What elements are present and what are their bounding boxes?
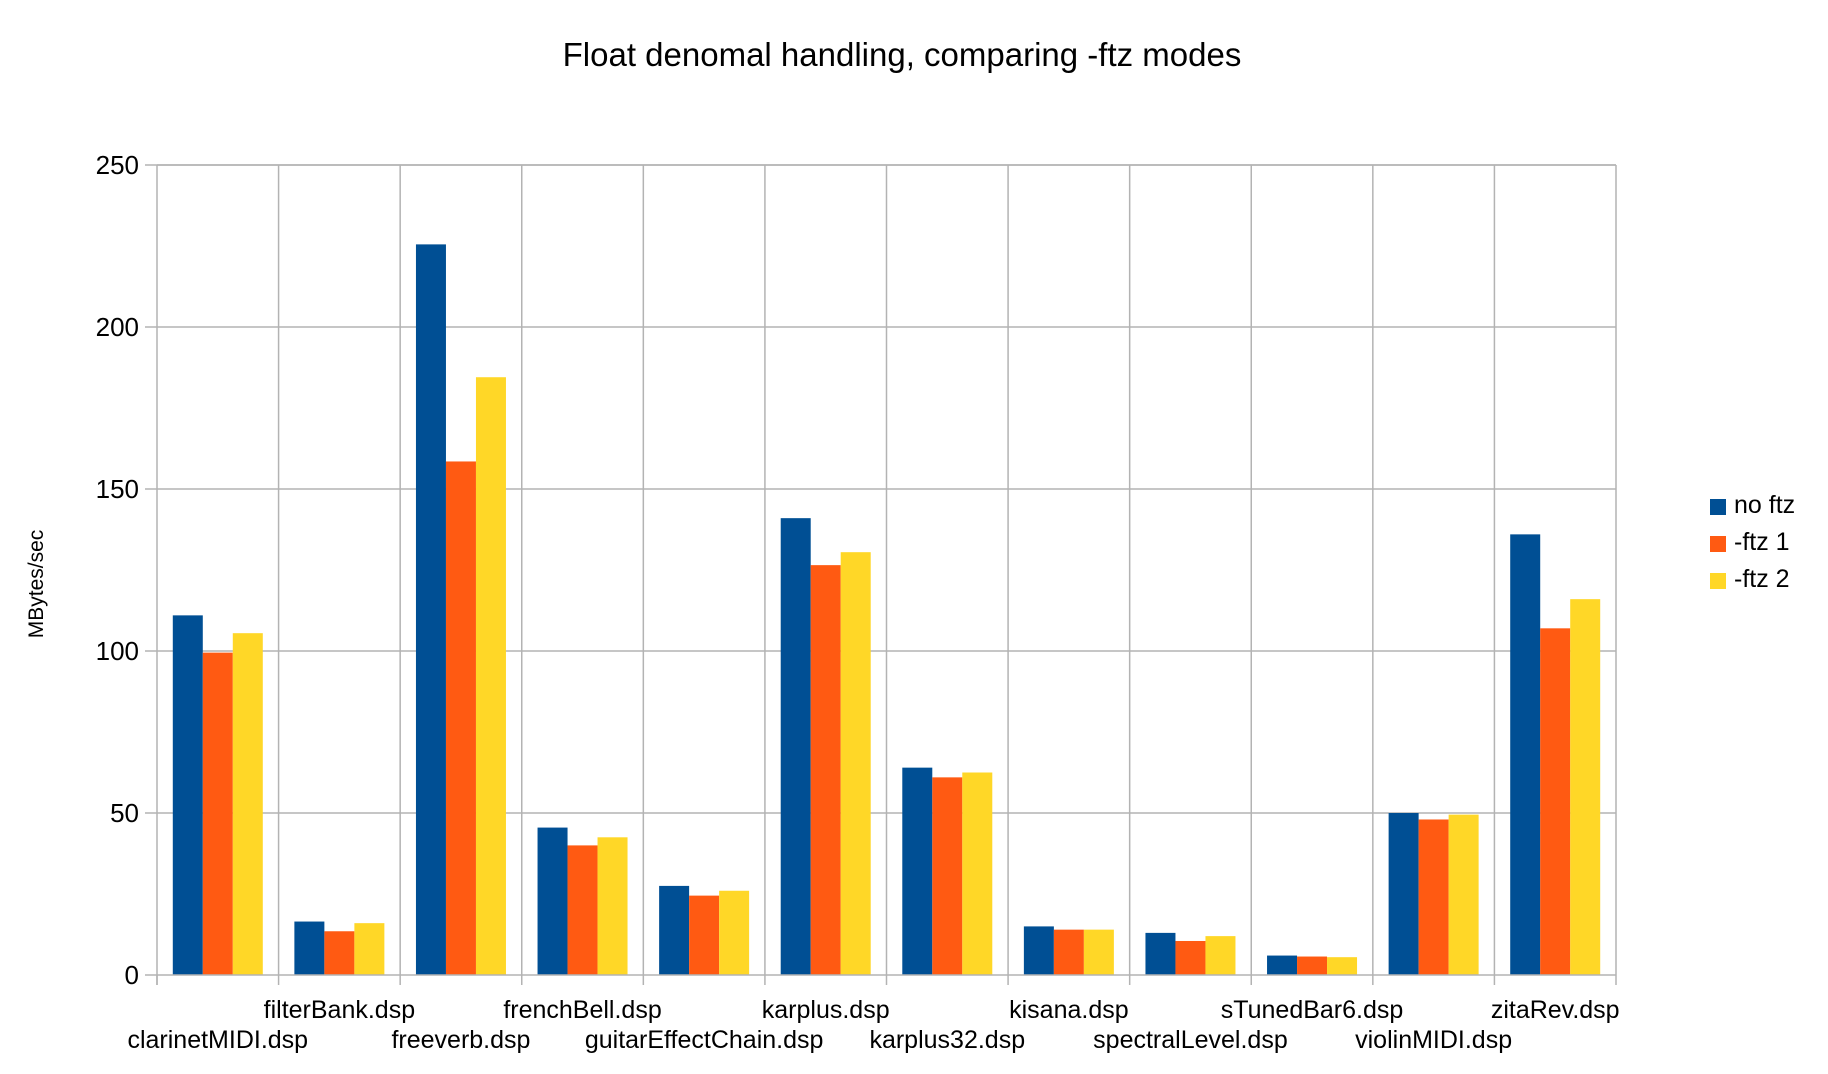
bar-2 (202, 652, 233, 975)
x-tick-label: karplus32.dsp (869, 1026, 1025, 1054)
chart-title: Float denomal handling, comparing -ftz m… (563, 36, 1242, 73)
legend-label: no ftz (1734, 491, 1795, 519)
legend-label: -ftz 2 (1734, 565, 1790, 593)
bar-1 (780, 518, 811, 975)
legend-swatch (1710, 573, 1726, 589)
bar-1 (1388, 813, 1419, 975)
bar-1 (294, 921, 325, 975)
x-tick-label: violinMIDI.dsp (1355, 1026, 1512, 1054)
bar-1 (1267, 955, 1298, 975)
x-tick-label: clarinetMIDI.dsp (127, 1026, 308, 1054)
bar-1 (1023, 926, 1054, 975)
bar-2 (932, 777, 963, 975)
bar-1 (1145, 932, 1176, 975)
y-axis-label: MBytes/sec (25, 530, 48, 639)
bar-2 (689, 895, 720, 975)
x-tick-label: karplus.dsp (762, 996, 890, 1024)
bar-3 (719, 890, 750, 975)
bar-2 (1418, 819, 1449, 975)
y-tick-label: 0 (125, 960, 139, 990)
x-tick-label: zitaRev.dsp (1491, 996, 1620, 1024)
bar-3 (232, 633, 263, 975)
x-tick-label: guitarEffectChain.dsp (585, 1026, 824, 1054)
bar-1 (659, 885, 690, 975)
x-tick-label: filterBank.dsp (264, 996, 415, 1024)
bar-3 (354, 923, 385, 975)
legend-swatch (1710, 536, 1726, 552)
bar-2 (810, 565, 841, 975)
bar-2 (1175, 940, 1206, 975)
bar-2 (567, 845, 598, 975)
legend-label: -ftz 1 (1734, 528, 1790, 556)
x-tick-label: frenchBell.dsp (503, 996, 661, 1024)
bar-2 (1053, 929, 1084, 975)
legend: no ftz -ftz 1 -ftz 2 (1710, 491, 1795, 593)
axis-layer: 0 50 100 150 200 250 clarinetMIDI.dspfilterBan… (96, 150, 1620, 1054)
bar-3 (1205, 936, 1236, 975)
x-tick-label: freeverb.dsp (391, 1026, 530, 1054)
bar-2 (324, 931, 355, 975)
bar-3 (1448, 814, 1479, 975)
bar-3 (962, 772, 993, 975)
y-tick-label: 150 (96, 474, 139, 504)
bar-2 (445, 461, 476, 976)
bar-3 (1083, 929, 1114, 975)
bar-2 (1540, 628, 1571, 975)
bar-1 (415, 244, 446, 975)
x-tick-label: kisana.dsp (1009, 996, 1129, 1024)
grid-layer (157, 164, 1617, 975)
bar-3 (1327, 957, 1358, 975)
y-tick-label: 200 (96, 312, 139, 342)
y-tick-label: 50 (110, 798, 139, 828)
bar-3 (597, 837, 628, 975)
legend-swatch (1710, 499, 1726, 515)
x-tick-label: sTunedBar6.dsp (1221, 996, 1404, 1024)
bar-3 (475, 377, 506, 976)
bar-1 (172, 615, 203, 975)
x-tick-label: spectralLevel.dsp (1093, 1026, 1288, 1054)
y-tick-label: 100 (96, 636, 139, 666)
bar-2 (1297, 956, 1328, 975)
bar-1 (537, 827, 568, 975)
bar-3 (840, 552, 871, 975)
bar-3 (1570, 599, 1601, 975)
bar-1 (1510, 534, 1541, 975)
y-tick-label: 250 (96, 150, 139, 180)
bar-layer (172, 244, 1601, 976)
bar-1 (902, 767, 933, 975)
